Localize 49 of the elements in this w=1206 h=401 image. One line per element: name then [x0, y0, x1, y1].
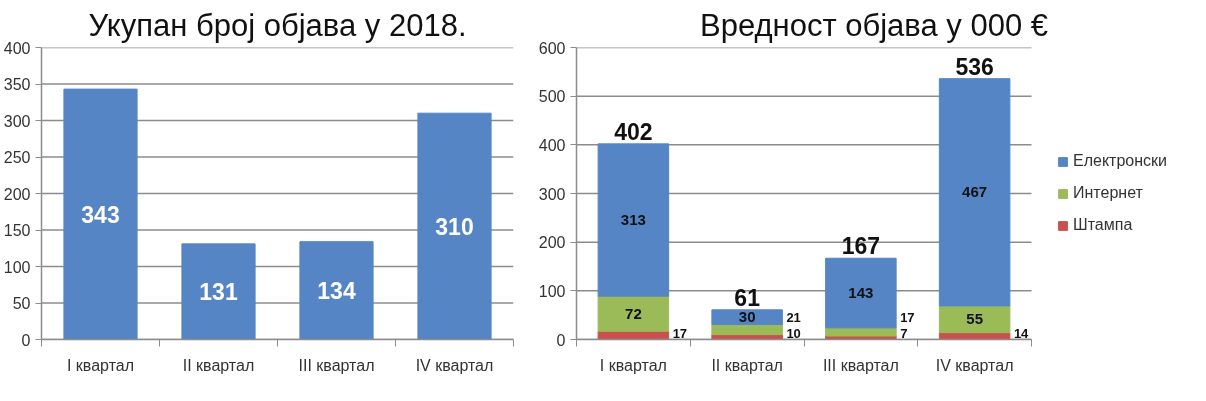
y-tick-label: 150 [3, 222, 31, 239]
x-tick-label: IV квартал [935, 356, 1014, 374]
x-tick-label: IV квартал [415, 356, 494, 374]
x-tick-label: III квартал [822, 356, 899, 374]
data-label: 343 [81, 201, 120, 228]
legend-label: Електронски [1073, 152, 1167, 170]
y-tick-label: 300 [3, 112, 31, 130]
data-label: 10 [786, 325, 801, 341]
data-label: 17 [672, 325, 688, 341]
y-tick-label: 500 [538, 88, 566, 106]
data-label: 7 [900, 325, 908, 341]
data-label: 17 [900, 309, 915, 325]
data-label: 134 [317, 278, 356, 305]
x-tick-label: II квартал [711, 356, 783, 374]
y-tick-label: 600 [538, 39, 566, 57]
y-tick-label: 350 [3, 76, 31, 93]
y-tick-label: 50 [12, 295, 31, 312]
y-tick-label: 300 [538, 185, 566, 203]
data-label: 55 [966, 310, 983, 328]
data-label: 72 [625, 304, 642, 322]
y-tick-label: 100 [3, 258, 31, 276]
y-tick-label: 250 [3, 149, 31, 166]
data-label: 313 [620, 211, 646, 229]
data-label: 310 [435, 213, 474, 240]
y-tick-label: 0 [556, 331, 566, 349]
y-tick-label: 200 [3, 185, 31, 203]
data-label: 21 [786, 309, 801, 325]
y-tick-label: 0 [21, 331, 31, 349]
y-tick-label: 100 [538, 282, 566, 300]
total-label: 61 [734, 284, 761, 311]
y-tick-label: 200 [538, 234, 566, 252]
x-tick-label: II квартал [182, 356, 255, 374]
x-tick-label: I квартал [66, 356, 135, 374]
total-label: 536 [955, 53, 994, 80]
chart-title: Укупан број објава у 2018. [88, 7, 467, 43]
legend-label: Штампа [1073, 216, 1133, 234]
total-label: 167 [841, 233, 881, 260]
data-label: 14 [1013, 325, 1030, 341]
data-label: 30 [738, 308, 756, 326]
data-label: 131 [199, 279, 238, 306]
total-label: 402 [614, 118, 653, 145]
y-tick-label: 400 [538, 136, 566, 154]
data-label: 467 [962, 183, 988, 201]
y-tick-label: 400 [3, 39, 31, 57]
legend-label: Интернет [1073, 184, 1143, 202]
chart-title: Вредност објава у 000 € [699, 7, 1049, 43]
x-tick-label: I квартал [599, 356, 667, 374]
data-label: 143 [848, 284, 874, 302]
x-tick-label: III квартал [298, 356, 375, 374]
